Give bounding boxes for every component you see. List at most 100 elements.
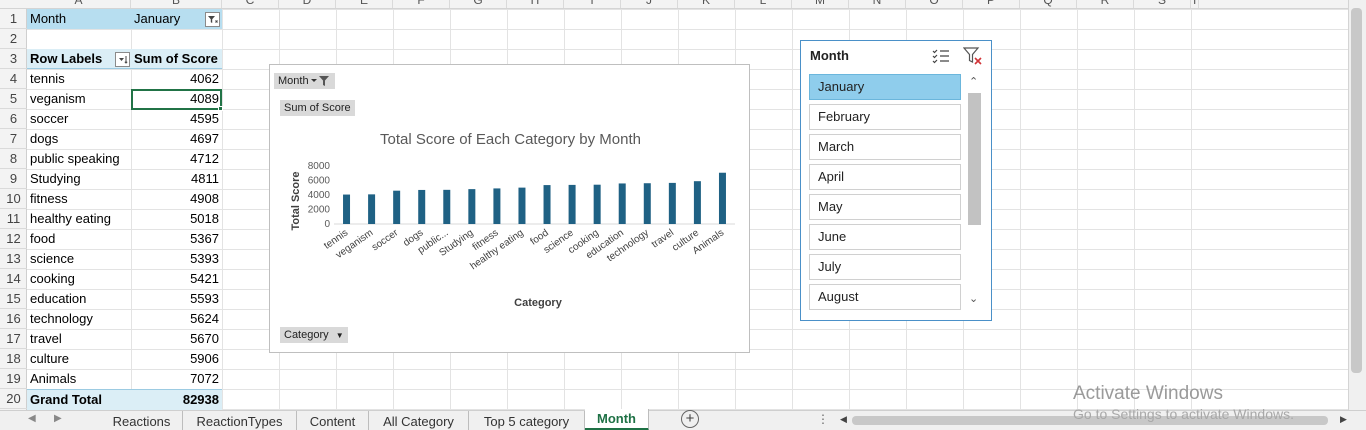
column-header-o[interactable]: O bbox=[906, 0, 963, 8]
column-header-s[interactable]: S bbox=[1134, 0, 1191, 8]
row-header-8[interactable]: 8 bbox=[0, 149, 27, 169]
row-header-17[interactable]: 17 bbox=[0, 329, 27, 349]
add-sheet-icon[interactable]: + bbox=[681, 410, 699, 428]
pivot-row-label[interactable]: tennis bbox=[30, 71, 65, 86]
pivot-row-label[interactable]: Animals bbox=[30, 371, 77, 386]
horizontal-scroll-thumb[interactable] bbox=[852, 416, 1328, 425]
chevron-down-icon[interactable]: ⌄ bbox=[969, 293, 979, 305]
row-header-13[interactable]: 13 bbox=[0, 249, 27, 269]
sheet-tab-reactiontypes[interactable]: ReactionTypes bbox=[183, 411, 297, 430]
row-header-14[interactable]: 14 bbox=[0, 269, 27, 289]
row-header-18[interactable]: 18 bbox=[0, 349, 27, 369]
sheet-tab-all-category[interactable]: All Category bbox=[369, 411, 469, 430]
chart-bar[interactable] bbox=[568, 184, 576, 224]
column-header-a[interactable]: A bbox=[27, 0, 131, 8]
row-header-12[interactable]: 12 bbox=[0, 229, 27, 249]
pivot-row-value[interactable]: 4697 bbox=[190, 131, 219, 146]
row-header-19[interactable]: 19 bbox=[0, 369, 27, 389]
row-header-5[interactable]: 5 bbox=[0, 89, 27, 109]
row-header-20[interactable]: 20 bbox=[0, 389, 27, 409]
slicer-item-july[interactable]: July bbox=[809, 254, 961, 280]
pivot-row-label[interactable]: public speaking bbox=[30, 151, 120, 166]
pivot-row-label[interactable]: soccer bbox=[30, 111, 69, 126]
pivot-row-value[interactable]: 4062 bbox=[190, 71, 219, 86]
slicer-scrollbar[interactable]: ⌃ ⌄ bbox=[966, 76, 982, 309]
hscroll-left-icon[interactable]: ◀ bbox=[840, 414, 847, 424]
chart-bar[interactable] bbox=[468, 189, 476, 224]
pivot-row-label[interactable]: veganism bbox=[30, 91, 86, 106]
hscroll-right-icon[interactable]: ▶ bbox=[1340, 414, 1347, 424]
pivot-row-value[interactable]: 5670 bbox=[190, 331, 219, 346]
pivot-row-value[interactable]: 4908 bbox=[190, 191, 219, 206]
pivot-row-label[interactable]: science bbox=[30, 251, 75, 266]
slicer-item-march[interactable]: March bbox=[809, 134, 961, 160]
column-header-p[interactable]: P bbox=[963, 0, 1020, 8]
column-header-r[interactable]: R bbox=[1077, 0, 1134, 8]
slicer-item-april[interactable]: April bbox=[809, 164, 961, 190]
column-header-e[interactable]: E bbox=[336, 0, 393, 8]
filter-value-cell[interactable]: January bbox=[131, 9, 222, 29]
pivot-row-label[interactable]: travel bbox=[30, 331, 62, 346]
chart-bar[interactable] bbox=[343, 194, 351, 224]
column-header-t[interactable]: T bbox=[1191, 0, 1200, 8]
column-header-j[interactable]: J bbox=[621, 0, 678, 8]
column-header-m[interactable]: M bbox=[792, 0, 849, 8]
pivot-row-value[interactable]: 4089 bbox=[190, 91, 219, 106]
row-header-11[interactable]: 11 bbox=[0, 209, 27, 229]
pivot-row-value[interactable]: 4595 bbox=[190, 111, 219, 126]
slicer-item-may[interactable]: May bbox=[809, 194, 961, 220]
pivot-row-label[interactable]: technology bbox=[30, 311, 93, 326]
row-header-16[interactable]: 16 bbox=[0, 309, 27, 329]
filter-label-cell[interactable]: Month bbox=[27, 9, 131, 29]
column-header-i[interactable]: I bbox=[564, 0, 621, 8]
pivot-row-label[interactable]: education bbox=[30, 291, 87, 306]
row-header-10[interactable]: 10 bbox=[0, 189, 27, 209]
column-header-f[interactable]: F bbox=[393, 0, 450, 8]
pivot-row-value[interactable]: 5367 bbox=[190, 231, 219, 246]
chart-bar[interactable] bbox=[693, 181, 701, 224]
pivot-row-value[interactable]: 7072 bbox=[190, 371, 219, 386]
more-options-icon[interactable]: ⋮ bbox=[817, 412, 829, 426]
pivot-row-label[interactable]: healthy eating bbox=[30, 211, 111, 226]
chart-bar[interactable] bbox=[518, 187, 526, 224]
chart-bar[interactable] bbox=[418, 189, 426, 224]
filter-dropdown-icon[interactable] bbox=[205, 12, 220, 27]
pivot-row-label[interactable]: fitness bbox=[30, 191, 68, 206]
row-labels-header-cell[interactable]: Row Labels bbox=[27, 49, 131, 69]
column-header-b[interactable]: B bbox=[131, 0, 222, 8]
slicer-item-august[interactable]: August bbox=[809, 284, 961, 310]
chart-bar[interactable] bbox=[618, 183, 626, 224]
clear-filter-icon[interactable] bbox=[963, 47, 983, 65]
row-header-15[interactable]: 15 bbox=[0, 289, 27, 309]
chart-bar[interactable] bbox=[443, 189, 451, 224]
pivot-row-value[interactable]: 5906 bbox=[190, 351, 219, 366]
pivot-row-label[interactable]: Studying bbox=[30, 171, 81, 186]
pivot-row-value[interactable]: 5393 bbox=[190, 251, 219, 266]
pivot-row-label[interactable]: food bbox=[30, 231, 56, 246]
slicer-scroll-thumb[interactable] bbox=[968, 93, 981, 225]
grand-total-label-cell[interactable]: Grand Total bbox=[27, 389, 131, 410]
sum-of-score-field-button[interactable]: Sum of Score bbox=[280, 100, 355, 116]
sheet-tab-reactions[interactable]: Reactions bbox=[101, 411, 183, 430]
fill-handle[interactable] bbox=[218, 106, 223, 111]
pivot-row-label[interactable]: culture bbox=[30, 351, 70, 366]
pivot-row-value[interactable]: 5018 bbox=[190, 211, 219, 226]
chart-bar[interactable] bbox=[493, 188, 501, 224]
chart-bar[interactable] bbox=[668, 182, 676, 224]
row-header-1[interactable]: 1 bbox=[0, 9, 27, 29]
column-header-q[interactable]: Q bbox=[1020, 0, 1077, 8]
chart-bar[interactable] bbox=[368, 194, 376, 224]
multi-select-icon[interactable] bbox=[932, 48, 950, 64]
pivot-row-value[interactable]: 4811 bbox=[191, 171, 219, 186]
month-field-button[interactable]: Month bbox=[274, 73, 335, 89]
pivot-chart[interactable]: Month Sum of Score Total Score of Each C… bbox=[269, 64, 750, 353]
column-header-l[interactable]: L bbox=[735, 0, 792, 8]
slicer-item-january[interactable]: January bbox=[809, 74, 961, 100]
chart-bar[interactable] bbox=[643, 183, 651, 224]
category-field-button[interactable]: Category ▼ bbox=[280, 327, 348, 343]
vertical-scroll-thumb[interactable] bbox=[1351, 8, 1362, 373]
tab-scroll-right-icon[interactable]: ▶ bbox=[54, 413, 62, 424]
sheet-tab-month[interactable]: Month bbox=[585, 409, 649, 430]
column-header-k[interactable]: K bbox=[678, 0, 735, 8]
column-header-g[interactable]: G bbox=[450, 0, 507, 8]
